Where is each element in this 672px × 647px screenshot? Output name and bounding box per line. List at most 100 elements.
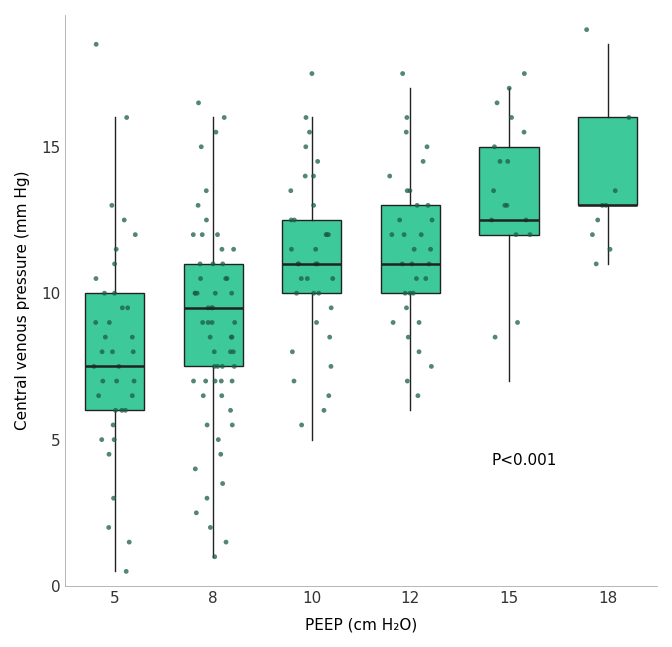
Point xyxy=(397,69,408,79)
Point xyxy=(226,376,237,386)
Point xyxy=(610,186,621,196)
Point xyxy=(503,156,513,166)
Point xyxy=(124,537,134,547)
Point xyxy=(110,259,120,269)
Point xyxy=(499,200,510,210)
Point xyxy=(190,288,201,298)
Point xyxy=(308,288,319,298)
Point xyxy=(108,420,118,430)
PathPatch shape xyxy=(381,205,440,293)
Point xyxy=(407,259,417,269)
Point xyxy=(423,200,433,210)
Point xyxy=(129,376,140,386)
Point xyxy=(226,332,237,342)
Point xyxy=(512,317,523,327)
Point xyxy=(624,113,634,123)
Point xyxy=(225,405,236,415)
Point xyxy=(289,215,300,225)
Point xyxy=(196,142,206,152)
Point xyxy=(525,230,536,240)
Point xyxy=(207,303,218,313)
Y-axis label: Central venous pressure (mm Hg): Central venous pressure (mm Hg) xyxy=(15,171,30,430)
Point xyxy=(103,449,114,459)
Point xyxy=(192,288,202,298)
Point xyxy=(203,317,214,327)
Point xyxy=(312,156,323,166)
Point xyxy=(308,200,319,210)
Point xyxy=(321,230,332,240)
Point xyxy=(308,171,319,181)
Point xyxy=(492,98,503,108)
Point xyxy=(202,493,212,503)
Point xyxy=(400,288,411,298)
Point xyxy=(414,317,425,327)
Point xyxy=(222,274,233,284)
Point xyxy=(97,376,108,386)
Point xyxy=(388,317,398,327)
Point xyxy=(310,259,321,269)
Point xyxy=(188,376,199,386)
Point xyxy=(127,391,138,401)
Point xyxy=(411,274,422,284)
Point xyxy=(487,215,497,225)
Point xyxy=(195,259,206,269)
Point xyxy=(193,200,204,210)
PathPatch shape xyxy=(578,118,637,205)
Point xyxy=(116,405,127,415)
Point xyxy=(394,215,405,225)
PathPatch shape xyxy=(183,264,243,366)
Point xyxy=(100,332,111,342)
Point xyxy=(120,405,131,415)
Point xyxy=(130,230,140,240)
Point xyxy=(229,317,240,327)
Point xyxy=(106,200,117,210)
Point xyxy=(215,449,226,459)
Point xyxy=(504,83,515,93)
Point xyxy=(191,508,202,518)
Point xyxy=(122,303,133,313)
Point xyxy=(300,142,311,152)
Point xyxy=(128,347,138,357)
Point xyxy=(216,391,227,401)
Point xyxy=(423,259,434,269)
Point xyxy=(592,215,603,225)
Point xyxy=(291,288,302,298)
Point xyxy=(107,347,118,357)
Point xyxy=(99,288,110,298)
Point xyxy=(190,288,200,298)
Point xyxy=(511,230,521,240)
Point xyxy=(109,288,120,298)
Point xyxy=(313,288,324,298)
Point xyxy=(414,347,425,357)
Point xyxy=(220,537,231,547)
Point xyxy=(119,215,130,225)
Point xyxy=(300,171,310,181)
Point xyxy=(304,127,315,137)
Point xyxy=(219,113,230,123)
Point xyxy=(310,244,321,254)
Point xyxy=(501,200,512,210)
Point xyxy=(418,156,429,166)
Point xyxy=(96,434,107,444)
Point xyxy=(506,113,517,123)
Point xyxy=(519,69,530,79)
X-axis label: PEEP (cm H₂O): PEEP (cm H₂O) xyxy=(305,617,417,632)
Point xyxy=(227,420,238,430)
Point xyxy=(201,186,212,196)
Point xyxy=(288,376,299,386)
Point xyxy=(213,434,224,444)
Point xyxy=(109,434,120,444)
Point xyxy=(405,186,415,196)
Point xyxy=(495,156,505,166)
Point xyxy=(209,361,220,371)
Point xyxy=(190,464,201,474)
Point xyxy=(198,391,208,401)
Point xyxy=(202,420,212,430)
Point xyxy=(197,230,208,240)
Point xyxy=(228,244,239,254)
Point xyxy=(306,69,317,79)
Point xyxy=(321,230,331,240)
Point xyxy=(398,230,409,240)
Point xyxy=(217,361,228,371)
Point xyxy=(112,376,122,386)
